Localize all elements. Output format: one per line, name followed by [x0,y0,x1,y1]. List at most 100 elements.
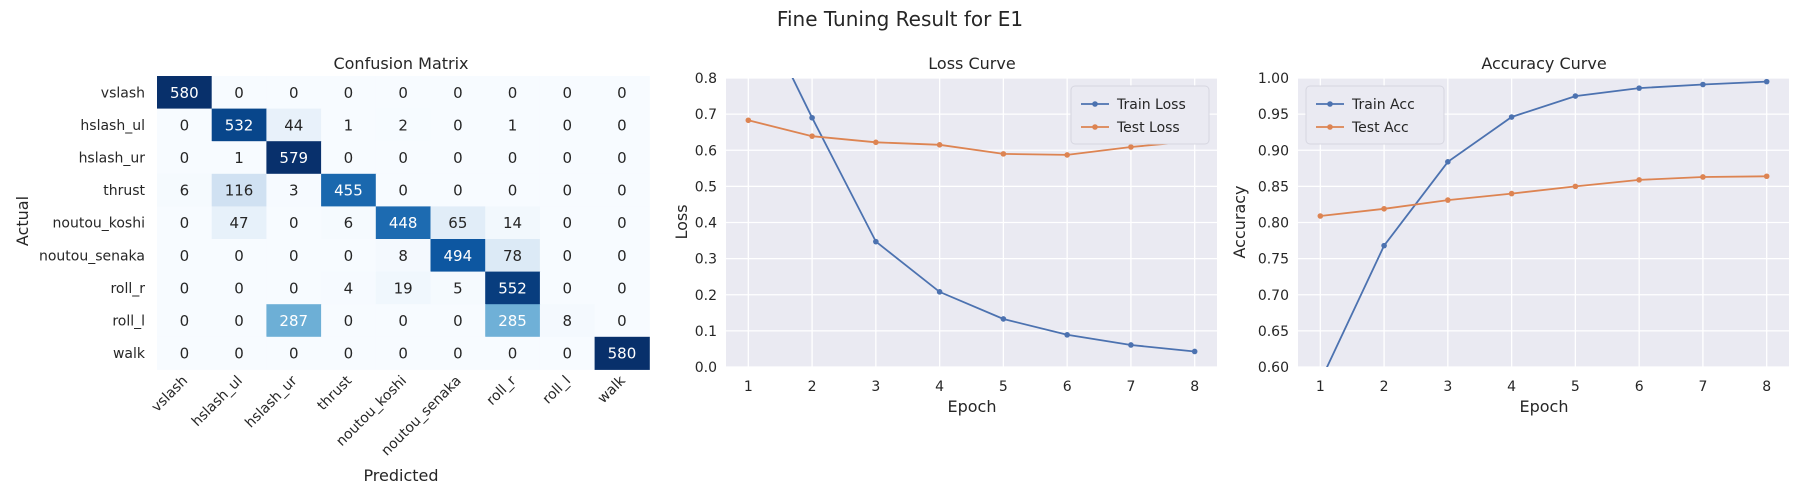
series-line [748,119,1195,156]
cm-cell [157,76,213,110]
y-tick-label: 0.4 [695,216,717,232]
cm-xlabel: Predicted [363,466,438,485]
legend-label: Train Loss [1116,97,1186,113]
cm-cell [430,141,486,175]
cm-cell-value: 448 [389,214,418,232]
cm-cell [375,173,431,207]
cm-cell [266,206,322,240]
acc-ylabel: Accuracy [1230,185,1249,258]
cm-cell [157,173,213,207]
cm-y-tick-label: hslash_ur [79,151,146,167]
cm-cell-value: 0 [289,279,299,297]
cm-cell-value: 19 [394,279,413,297]
cm-cell [375,76,431,110]
x-tick-label: 7 [1126,379,1135,395]
cm-cell-value: 0 [398,84,408,102]
cm-cell [485,304,541,338]
data-point [1381,242,1387,249]
data-point [1508,190,1515,197]
data-point [1572,93,1579,99]
legend-marker [1327,101,1333,107]
cm-cell [375,239,431,273]
cm-cell [485,239,541,273]
cm-x-tick-label: hslash_ul [189,373,246,430]
cm-cell-value: 0 [453,149,463,167]
cm-cell [594,336,650,370]
acc-legend: Train Acc Test Acc [1305,85,1445,145]
loss-curve-panel: Loss Curve 1 2 3 4 5 6 7 8 0.0 0.1 0.2 0.3 0.4 0.5 0.6… [672,54,1217,416]
loss-grid [726,77,1217,368]
cm-cell [539,141,596,175]
cm-cell [430,336,486,370]
cm-cell [485,173,541,207]
data-point [1763,78,1770,85]
cm-cell-value: 0 [508,345,518,363]
cm-cell-value: 0 [234,312,244,330]
cm-cell-value: 580 [608,345,637,363]
cm-cell [375,206,431,240]
cm-cell [485,108,541,142]
cm-cell-value: 4 [344,279,354,297]
cm-cell [539,239,596,273]
cm-cell-value: 285 [498,312,527,330]
cm-cell-value: 0 [562,182,572,200]
data-point [809,114,815,121]
cm-cell-value: 0 [234,84,244,102]
cm-cell [485,336,541,370]
cm-cell-value: 0 [562,149,572,167]
cm-cell [430,206,486,240]
loss-ticks: 1 2 3 4 5 6 7 8 0.0 0.1 0.2 0.3 0.4 0.5 0.6 0.7 0.8 [695,71,1199,395]
x-tick-label: 6 [1635,379,1644,395]
cm-ylabel: Actual [13,196,32,246]
data-point [1064,332,1070,338]
data-point [1064,152,1070,158]
cm-cell-value: 0 [562,247,572,265]
cm-x-tick-label: hslash_ur [242,373,300,431]
cm-cell-value: 0 [562,345,572,363]
cm-cell [266,173,322,207]
cm-cell-value: 0 [508,182,518,200]
loss-title: Loss Curve [928,54,1015,73]
cm-cell-value: 0 [180,214,190,232]
series-line [791,78,1195,353]
cm-cell-value: 0 [234,279,244,297]
x-tick-label: 7 [1698,379,1707,395]
cm-cell-value: 0 [453,345,463,363]
series-train-acc [1326,78,1770,367]
y-tick-label: 0.1 [695,324,717,340]
cm-cell [157,271,213,305]
cm-cell [157,141,213,175]
cm-cell-value: 6 [344,214,354,232]
cm-cell-value: 65 [448,214,467,232]
data-point [1128,342,1134,348]
data-point [873,238,879,245]
cm-cell-value: 0 [617,84,627,102]
cm-y-tick-label: walk [113,346,146,362]
cm-cell-value: 494 [444,247,473,265]
data-point [1700,81,1706,88]
cm-cell [539,206,596,240]
cm-y-tick-label: noutou_senaka [39,248,145,264]
cm-y-tick-label: roll_l [112,314,145,330]
y-tick-label: 0.85 [1258,179,1289,195]
cm-cell-value: 0 [344,84,354,102]
data-point [1763,173,1770,180]
cm-cell [266,271,322,305]
cm-cell-value: 0 [617,116,627,134]
y-tick-label: 0.7 [695,107,717,123]
y-tick-label: 0.2 [695,288,717,304]
cm-cell [266,76,322,110]
cm-cell-value: 5 [453,279,463,297]
cm-cell [211,173,267,207]
cm-cell-value: 0 [562,279,572,297]
cm-cell [375,108,431,142]
x-tick-label: 5 [999,379,1008,395]
cm-cell [157,206,213,240]
cm-cell-value: 0 [453,182,463,200]
cm-cell [321,336,377,370]
cm-cell-value: 0 [234,247,244,265]
y-tick-label: 0.95 [1258,107,1289,123]
cm-title: Confusion Matrix [333,54,468,73]
data-point [1508,114,1515,120]
